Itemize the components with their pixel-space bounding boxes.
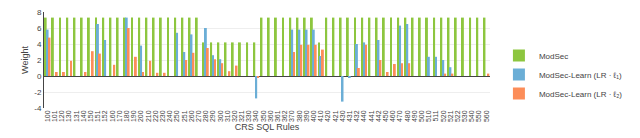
svg-text:170: 170: [116, 110, 123, 122]
svg-text:400: 400: [310, 110, 317, 122]
svg-text:410: 410: [317, 110, 324, 122]
svg-text:-2: -2: [34, 88, 42, 97]
svg-text:370: 370: [288, 110, 295, 122]
svg-text:330: 330: [245, 110, 252, 122]
svg-text:230: 230: [159, 110, 166, 122]
svg-text:190: 190: [130, 110, 137, 122]
svg-text:CRS SQL Rules: CRS SQL Rules: [235, 122, 300, 132]
svg-text:250: 250: [173, 110, 180, 122]
svg-text:6: 6: [37, 24, 42, 33]
svg-text:500: 500: [418, 110, 425, 122]
svg-text:ModSec-Learn (LR · ℓ₁): ModSec-Learn (LR · ℓ₁): [539, 71, 622, 80]
svg-text:0: 0: [37, 72, 42, 81]
svg-text:450: 450: [382, 110, 389, 122]
svg-text:441: 441: [368, 110, 375, 122]
svg-text:150: 150: [87, 110, 94, 122]
svg-text:431: 431: [346, 110, 353, 122]
svg-text:520: 520: [440, 110, 447, 122]
svg-text:220: 220: [152, 110, 159, 122]
svg-text:360: 360: [267, 110, 274, 122]
svg-text:321: 321: [238, 110, 245, 122]
svg-text:8: 8: [37, 8, 42, 17]
svg-text:361: 361: [274, 110, 281, 122]
svg-text:480: 480: [404, 110, 411, 122]
svg-text:251: 251: [181, 110, 188, 122]
svg-text:2: 2: [37, 56, 42, 65]
svg-text:151: 151: [94, 110, 101, 122]
svg-text:362: 362: [281, 110, 288, 122]
svg-text:560: 560: [483, 110, 490, 122]
svg-text:100: 100: [44, 110, 51, 122]
svg-text:101: 101: [51, 110, 58, 122]
svg-text:210: 210: [145, 110, 152, 122]
svg-text:530: 530: [461, 110, 468, 122]
svg-text:4: 4: [37, 40, 42, 49]
svg-text:521: 521: [447, 110, 454, 122]
svg-text:310: 310: [224, 110, 231, 122]
svg-text:540: 540: [468, 110, 475, 122]
svg-text:510: 510: [425, 110, 432, 122]
svg-text:460: 460: [389, 110, 396, 122]
svg-text:180: 180: [123, 110, 130, 122]
svg-text:522: 522: [454, 110, 461, 122]
svg-text:130: 130: [65, 110, 72, 122]
svg-text:380: 380: [296, 110, 303, 122]
svg-text:440: 440: [360, 110, 367, 122]
svg-text:290: 290: [209, 110, 216, 122]
svg-text:ModSec-Learn (LR · ℓ₂): ModSec-Learn (LR · ℓ₂): [539, 90, 622, 99]
svg-text:421: 421: [332, 110, 339, 122]
svg-text:340: 340: [252, 110, 259, 122]
svg-text:420: 420: [324, 110, 331, 122]
svg-text:131: 131: [73, 110, 80, 122]
svg-text:442: 442: [375, 110, 382, 122]
svg-text:470: 470: [396, 110, 403, 122]
svg-text:490: 490: [411, 110, 418, 122]
svg-text:240: 240: [166, 110, 173, 122]
svg-text:432: 432: [353, 110, 360, 122]
svg-text:140: 140: [80, 110, 87, 122]
svg-text:390: 390: [303, 110, 310, 122]
svg-text:120: 120: [58, 110, 65, 122]
svg-text:430: 430: [339, 110, 346, 122]
svg-text:550: 550: [475, 110, 482, 122]
svg-text:350: 350: [260, 110, 267, 122]
svg-text:260: 260: [188, 110, 195, 122]
svg-text:-4: -4: [34, 104, 42, 113]
svg-text:511: 511: [432, 110, 439, 121]
svg-text:300: 300: [217, 110, 224, 122]
svg-text:Weight: Weight: [20, 46, 30, 74]
svg-text:152: 152: [101, 110, 108, 122]
svg-text:160: 160: [109, 110, 116, 122]
svg-text:280: 280: [202, 110, 209, 122]
svg-text:200: 200: [137, 110, 144, 122]
svg-text:270: 270: [195, 110, 202, 122]
svg-text:320: 320: [231, 110, 238, 122]
svg-text:ModSec: ModSec: [539, 52, 568, 61]
